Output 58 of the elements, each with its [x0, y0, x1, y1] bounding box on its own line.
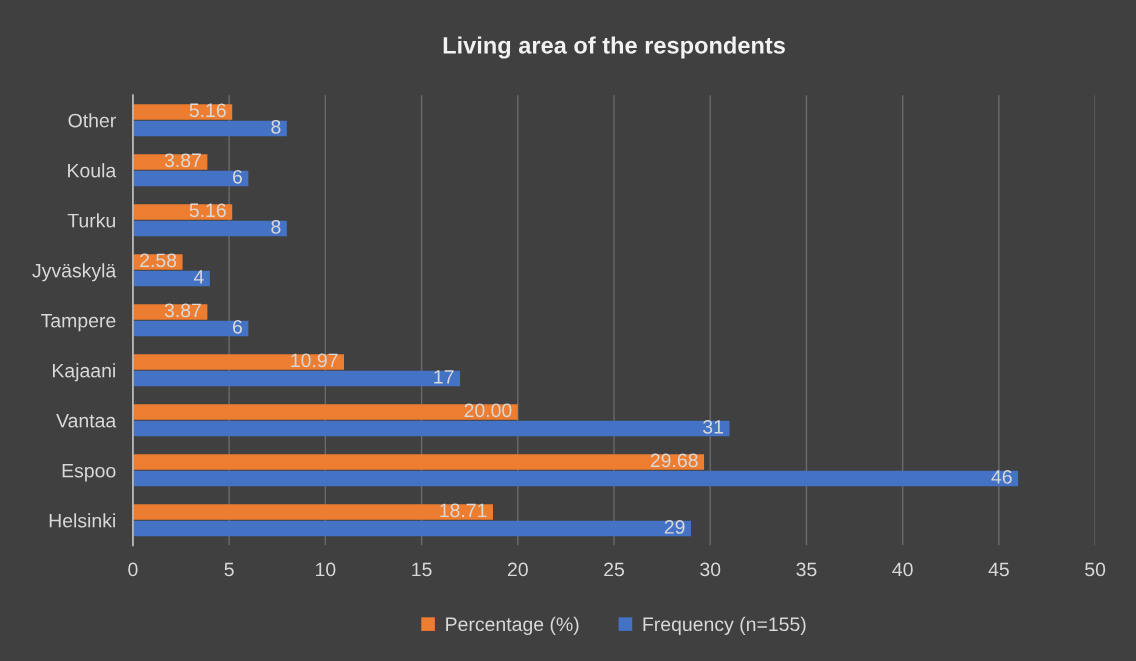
bar [132, 454, 705, 470]
data-label: 8 [271, 219, 281, 234]
x-tick-label: 15 [412, 562, 432, 577]
data-label: 5.16 [189, 203, 226, 218]
data-label: 18.71 [440, 503, 487, 518]
bar [132, 370, 461, 387]
data-label: 6 [232, 319, 242, 334]
bar [132, 220, 287, 237]
data-label: 46 [991, 470, 1012, 484]
y-tick-label: Jyväskylä [32, 263, 117, 282]
data-label: 4 [193, 270, 204, 284]
data-label: 29 [664, 520, 685, 534]
bar [132, 154, 208, 170]
bar [132, 470, 1019, 487]
y-tick-label: Tampere [41, 313, 116, 332]
x-tick-label: 20 [507, 562, 528, 577]
x-tick-label: 5 [224, 562, 234, 577]
y-tick-label: Vantaa [56, 413, 117, 428]
data-label: 2.58 [140, 253, 177, 268]
data-label: 3.87 [164, 153, 201, 168]
x-tick-label: 10 [316, 562, 336, 577]
y-tick-label: Espoo [62, 463, 116, 482]
data-label: 8 [271, 119, 281, 134]
legend-label: Frequency (n=155) [643, 616, 806, 635]
data-label: 5.16 [189, 103, 226, 118]
x-tick-label: 40 [892, 562, 913, 577]
bar [132, 204, 233, 220]
bar [132, 504, 493, 520]
bar [132, 404, 518, 420]
legend-label: Percentage (%) [446, 616, 579, 635]
x-tick-label: 35 [796, 562, 817, 577]
bar [132, 104, 233, 120]
chart-title: Living area of the respondents [443, 36, 785, 59]
bar [132, 270, 210, 287]
y-tick-label: Koula [68, 163, 117, 178]
x-tick-label: 0 [128, 562, 138, 577]
x-tick-label: 45 [988, 562, 1009, 577]
x-tick-label: 25 [604, 562, 625, 577]
data-label: 17 [434, 370, 454, 384]
bar [132, 170, 249, 187]
y-tick-label: Other [68, 113, 116, 128]
data-label: 31 [703, 419, 723, 434]
y-tick-label: Turku [67, 213, 115, 228]
data-label: 3.87 [164, 303, 201, 318]
bar [132, 120, 287, 137]
y-tick-label: Helsinki [49, 513, 115, 528]
data-label: 29.68 [650, 453, 698, 468]
x-tick-label: 50 [1085, 562, 1106, 577]
bar [132, 420, 730, 437]
y-tick-label: Kajaani [52, 363, 115, 382]
bar [132, 304, 208, 320]
data-label: 10.97 [291, 353, 338, 368]
bar [132, 320, 249, 337]
x-tick-label: 30 [700, 562, 721, 577]
bar [132, 354, 345, 370]
data-label: 6 [232, 169, 242, 184]
bar [132, 520, 691, 537]
data-label: 20.00 [464, 403, 512, 418]
